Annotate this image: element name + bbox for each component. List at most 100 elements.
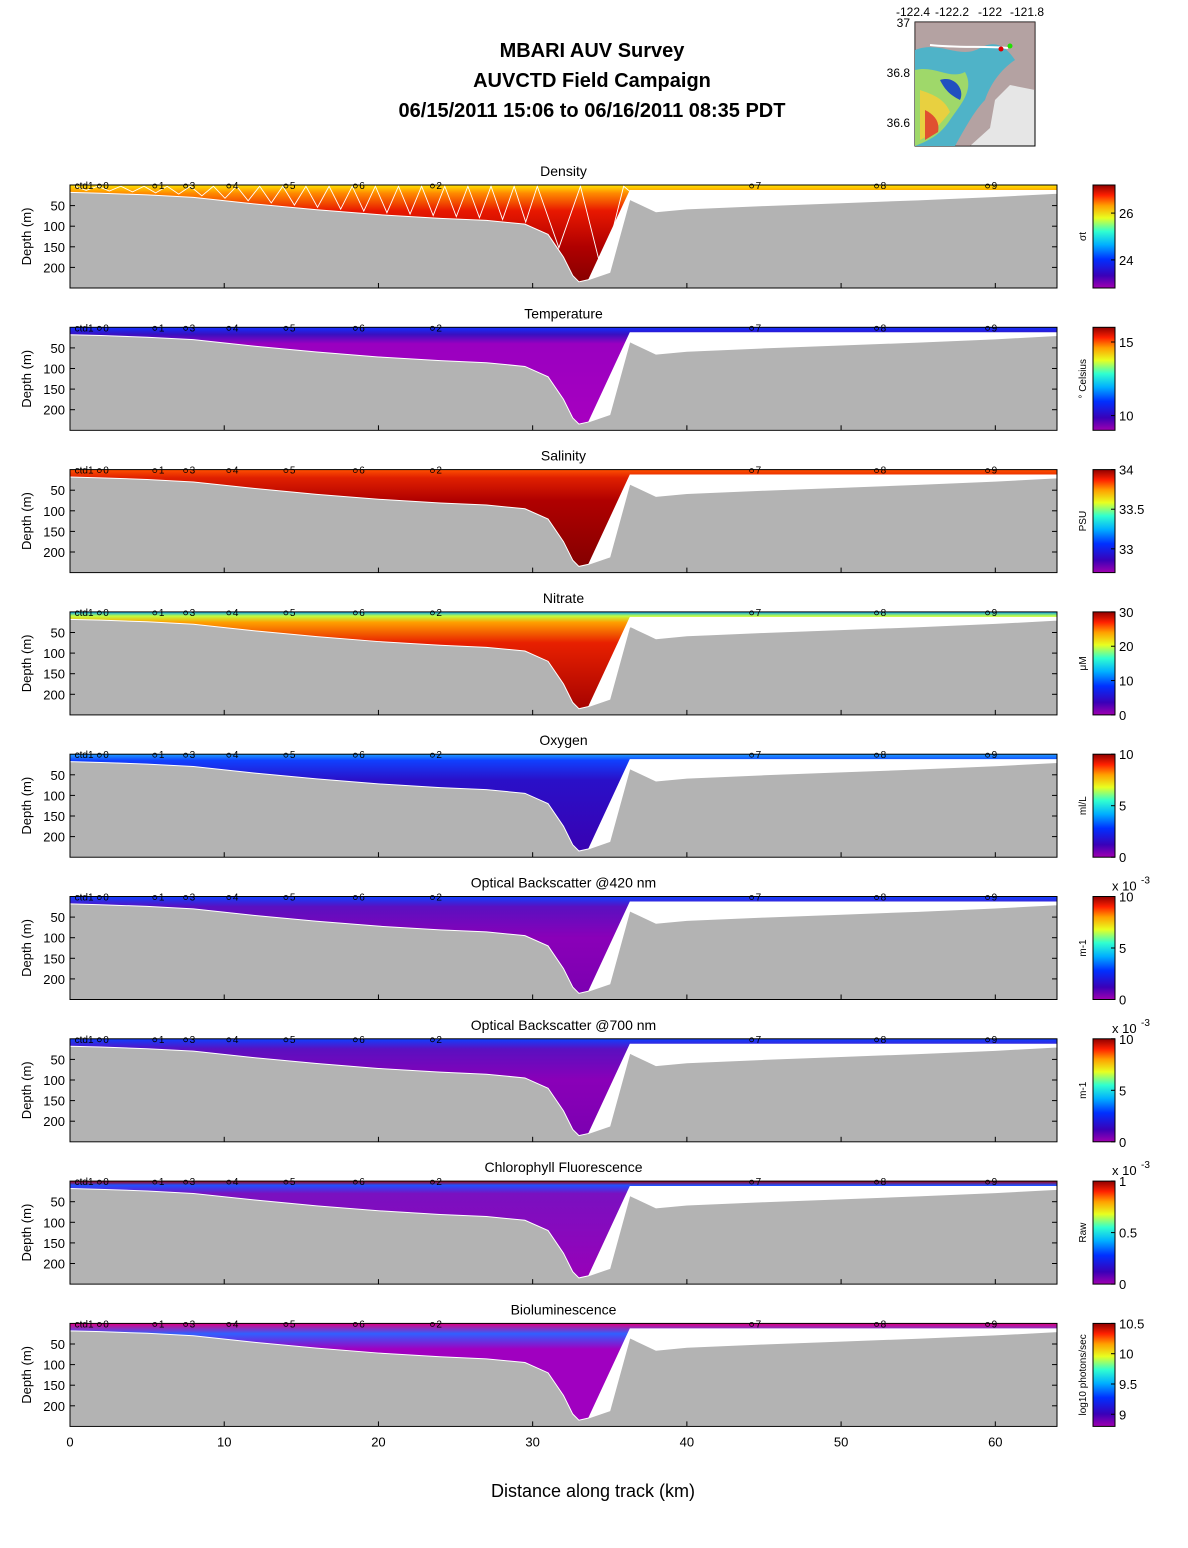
station-label: 1 — [159, 181, 165, 192]
station-marker — [226, 325, 232, 331]
colorbar-tick-label: 5 — [1119, 799, 1126, 814]
colorbar — [1092, 611, 1116, 716]
y-tick-label: 100 — [43, 1358, 65, 1373]
station-label: ctd1 — [75, 1319, 94, 1330]
station-label: 4 — [233, 608, 239, 619]
station-label: 5 — [290, 608, 296, 619]
panel-frame — [69, 1180, 1058, 1285]
colorbar-label: PSU — [1078, 511, 1089, 532]
y-tick-label: 50 — [51, 1337, 65, 1352]
y-tick-label: 150 — [43, 951, 65, 966]
station-label: 0 — [103, 1319, 109, 1330]
y-axis-label: Depth (m) — [19, 919, 34, 977]
station-label: 9 — [992, 608, 998, 619]
station-label: ctd1 — [75, 466, 94, 477]
bathymetry — [69, 476, 1058, 574]
station-marker — [352, 1179, 358, 1185]
station-marker — [183, 468, 189, 474]
colorbar-label: log10 photons/sec — [1078, 1334, 1089, 1415]
station-label: 9 — [992, 1177, 998, 1188]
station-marker — [183, 610, 189, 616]
y-tick-label: 100 — [43, 1073, 65, 1088]
station-label: 0 — [103, 323, 109, 334]
station-marker — [283, 1322, 289, 1327]
station-label: 0 — [103, 1035, 109, 1046]
station-label: 4 — [233, 181, 239, 192]
station-marker — [985, 468, 991, 474]
station-marker — [183, 1037, 189, 1043]
map-lon-tick: -122 — [978, 5, 1002, 19]
panel-5: Optical Backscatter @420 nm ctd1 0 1 3 4 5 6 2 7 8… — [19, 875, 1150, 1008]
colorbar-multiplier: x 10 — [1112, 1163, 1137, 1178]
colorbar-tick-label: 0 — [1119, 1277, 1126, 1292]
y-tick-label: 200 — [43, 830, 65, 845]
station-marker — [226, 1322, 232, 1327]
station-label: 8 — [881, 1177, 887, 1188]
y-tick-label: 50 — [51, 341, 65, 356]
station-label: 8 — [881, 608, 887, 619]
y-tick-label: 150 — [43, 1236, 65, 1251]
station-label: 3 — [190, 608, 196, 619]
station-marker — [749, 1322, 755, 1327]
station-label: 8 — [881, 1035, 887, 1046]
y-tick-label: 200 — [43, 1399, 65, 1414]
station-label: ctd1 — [75, 608, 94, 619]
station-label: 6 — [359, 323, 365, 334]
bathymetry — [69, 1330, 1058, 1427]
station-label: ctd1 — [75, 1177, 94, 1188]
map-lon-tick: -122.4 — [896, 5, 930, 19]
station-label: 0 — [103, 608, 109, 619]
station-marker — [152, 183, 158, 189]
panel-frame — [69, 1322, 1058, 1427]
bathymetry — [69, 618, 1058, 716]
station-label: 1 — [159, 1319, 165, 1330]
y-tick-label: 50 — [51, 1052, 65, 1067]
y-axis-label: Depth (m) — [19, 1061, 34, 1119]
station-label: ctd1 — [75, 750, 94, 761]
station-marker — [283, 325, 289, 331]
station-marker — [152, 752, 158, 758]
y-tick-label: 200 — [43, 545, 65, 560]
station-label: 3 — [190, 1319, 196, 1330]
station-marker — [152, 1179, 158, 1185]
station-marker — [749, 752, 755, 758]
station-label: 7 — [756, 466, 762, 477]
station-label: 5 — [290, 750, 296, 761]
station-label: 2 — [436, 1177, 442, 1188]
y-tick-label: 200 — [43, 403, 65, 418]
y-axis-label: Depth (m) — [19, 635, 34, 693]
colorbar-tick-label: 9 — [1119, 1407, 1126, 1422]
station-marker — [874, 1322, 879, 1327]
station-marker — [283, 183, 289, 189]
x-axis: 0 10 20 30 40 50 60 — [66, 1434, 1002, 1449]
station-label: 4 — [233, 1319, 239, 1330]
colorbar-tick-label: 9.5 — [1119, 1377, 1137, 1392]
station-label: 2 — [436, 466, 442, 477]
y-axis-label: Depth (m) — [19, 1204, 34, 1262]
bathymetry — [69, 1188, 1058, 1285]
station-marker — [749, 895, 755, 900]
station-label: 9 — [992, 181, 998, 192]
panel-title: Chlorophyll Fluorescence — [485, 1159, 643, 1175]
station-label: 7 — [756, 323, 762, 334]
map-lon-ticks: -122.4 -122.2 -122 -121.8 — [896, 5, 1044, 19]
station-label: 8 — [881, 466, 887, 477]
station-marker — [430, 1179, 435, 1185]
colorbar-tick-label: 34 — [1119, 463, 1133, 478]
station-label: 5 — [290, 1177, 296, 1188]
colorbar-label: σt — [1078, 232, 1089, 241]
station-marker — [283, 752, 289, 758]
station-label: 8 — [881, 323, 887, 334]
x-tick-label: 20 — [371, 1434, 385, 1449]
map-lat-ticks: 37 36.8 36.6 — [887, 16, 911, 130]
colorbar-tick-label: 15 — [1119, 335, 1133, 350]
station-label: 6 — [359, 893, 365, 904]
colorbar-tick-label: 10 — [1119, 890, 1133, 905]
station-marker — [430, 1322, 435, 1327]
station-marker — [749, 1037, 755, 1043]
y-axis-label: Depth (m) — [19, 492, 34, 550]
station-label: 5 — [290, 1035, 296, 1046]
bathymetry — [69, 1045, 1058, 1143]
